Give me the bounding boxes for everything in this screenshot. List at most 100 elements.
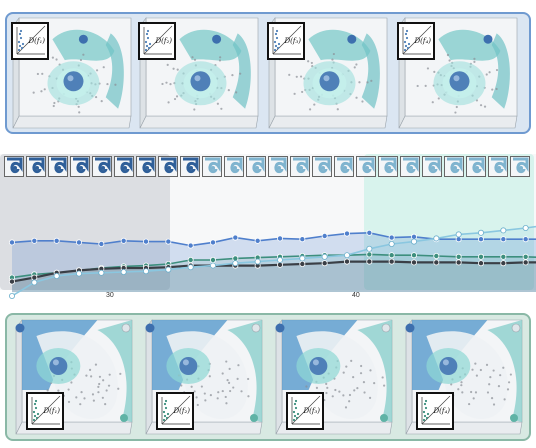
timestep-thumbnail[interactable] <box>114 156 134 177</box>
series-3-point[interactable] <box>388 241 395 248</box>
series-0-point[interactable] <box>477 236 484 243</box>
timestep-thumbnail[interactable] <box>268 156 288 177</box>
series-0-point[interactable] <box>209 239 216 246</box>
timestep-thumbnail[interactable] <box>246 156 266 177</box>
series-3-point[interactable] <box>8 292 15 299</box>
series-3-point[interactable] <box>299 255 306 262</box>
series-3-point[interactable] <box>477 229 484 236</box>
series-3-point[interactable] <box>187 264 194 271</box>
series-2-point[interactable] <box>388 258 395 265</box>
volume-frame[interactable]: D(f₂) <box>142 318 264 438</box>
series-1-point[interactable] <box>500 253 507 260</box>
timestep-thumbnail[interactable] <box>290 156 310 177</box>
volume-frame[interactable]: D(f₂) <box>136 16 260 132</box>
selection-window-left[interactable] <box>0 154 170 290</box>
series-0-point[interactable] <box>321 233 328 240</box>
timestep-thumbnail[interactable] <box>92 156 112 177</box>
series-0-point[interactable] <box>232 234 239 241</box>
series-0-point[interactable] <box>53 237 60 244</box>
volume-frame[interactable]: D(f₄) <box>402 318 524 438</box>
series-2-point[interactable] <box>433 259 440 266</box>
series-3-point[interactable] <box>343 252 350 259</box>
series-3-point[interactable] <box>410 238 417 245</box>
timestep-thumbnail[interactable] <box>488 156 508 177</box>
timestep-thumbnail[interactable] <box>180 156 200 177</box>
series-2-point[interactable] <box>477 260 484 267</box>
series-3-point[interactable] <box>366 245 373 252</box>
distribution-inset[interactable]: D(f₂) <box>156 392 194 430</box>
volume-frame[interactable]: D(f₄) <box>395 16 519 132</box>
series-0-point[interactable] <box>76 239 83 246</box>
series-0-point[interactable] <box>165 238 172 245</box>
distribution-inset[interactable]: D(f₁) <box>11 22 49 60</box>
series-1-point[interactable] <box>477 253 484 260</box>
series-3-point[interactable] <box>120 269 127 276</box>
timeline-chart[interactable]: 30 40 <box>0 152 536 300</box>
series-3-point[interactable] <box>522 225 529 232</box>
timestep-thumbnail[interactable] <box>444 156 464 177</box>
volume-frame[interactable]: D(f₃) <box>265 16 389 132</box>
series-3-point[interactable] <box>455 231 462 238</box>
series-0-point[interactable] <box>522 236 529 243</box>
series-0-point[interactable] <box>366 229 373 236</box>
series-1-point[interactable] <box>187 257 194 264</box>
timestep-thumbnail[interactable] <box>400 156 420 177</box>
series-0-point[interactable] <box>254 237 261 244</box>
series-2-point[interactable] <box>366 258 373 265</box>
series-1-point[interactable] <box>410 252 417 259</box>
timestep-thumbnail[interactable] <box>334 156 354 177</box>
series-3-point[interactable] <box>53 273 60 280</box>
series-1-point[interactable] <box>209 257 216 264</box>
volume-frame[interactable]: D(f₃) <box>272 318 394 438</box>
series-2-point[interactable] <box>455 259 462 266</box>
series-1-point[interactable] <box>388 252 395 259</box>
timestep-thumbnail[interactable] <box>224 156 244 177</box>
series-2-point[interactable] <box>343 258 350 265</box>
series-3-point[interactable] <box>209 262 216 269</box>
series-0-point[interactable] <box>388 234 395 241</box>
series-3-point[interactable] <box>254 258 261 265</box>
timestep-thumbnail[interactable] <box>136 156 156 177</box>
series-3-point[interactable] <box>276 257 283 264</box>
timestep-thumbnail[interactable] <box>70 156 90 177</box>
timestep-thumbnail[interactable] <box>26 156 46 177</box>
series-0-point[interactable] <box>343 230 350 237</box>
series-3-point[interactable] <box>31 279 38 286</box>
series-3-point[interactable] <box>98 269 105 276</box>
timestep-thumbnail[interactable] <box>202 156 222 177</box>
series-3-point[interactable] <box>165 266 172 273</box>
distribution-inset[interactable]: D(f₁) <box>26 392 64 430</box>
series-3-point[interactable] <box>76 270 83 277</box>
series-0-point[interactable] <box>98 241 105 248</box>
series-2-point[interactable] <box>321 260 328 267</box>
series-0-point[interactable] <box>299 236 306 243</box>
series-3-point[interactable] <box>500 227 507 234</box>
distribution-inset[interactable]: D(f₃) <box>286 392 324 430</box>
series-0-point[interactable] <box>500 236 507 243</box>
series-3-point[interactable] <box>142 268 149 275</box>
timestep-thumbnail[interactable] <box>4 156 24 177</box>
distribution-inset[interactable]: D(f₂) <box>138 22 176 60</box>
series-1-point[interactable] <box>455 253 462 260</box>
series-2-point[interactable] <box>522 259 529 266</box>
timestep-thumbnail[interactable] <box>312 156 332 177</box>
series-0-point[interactable] <box>31 237 38 244</box>
series-0-point[interactable] <box>187 242 194 249</box>
series-3-point[interactable] <box>433 235 440 242</box>
timestep-thumbnail[interactable] <box>510 156 530 177</box>
series-2-point[interactable] <box>299 261 306 268</box>
series-2-point[interactable] <box>410 259 417 266</box>
volume-frame[interactable]: D(f₁) <box>9 16 133 132</box>
distribution-inset[interactable]: D(f₄) <box>416 392 454 430</box>
series-1-point[interactable] <box>522 253 529 260</box>
timestep-thumbnail[interactable] <box>422 156 442 177</box>
timestep-thumbnail[interactable] <box>378 156 398 177</box>
series-1-point[interactable] <box>433 253 440 260</box>
series-2-point[interactable] <box>500 260 507 267</box>
series-0-point[interactable] <box>142 238 149 245</box>
timestep-thumbnail[interactable] <box>466 156 486 177</box>
volume-frame[interactable]: D(f₁) <box>12 318 134 438</box>
distribution-inset[interactable]: D(f₄) <box>397 22 435 60</box>
distribution-inset[interactable]: D(f₃) <box>267 22 305 60</box>
series-2-point[interactable] <box>8 278 15 285</box>
